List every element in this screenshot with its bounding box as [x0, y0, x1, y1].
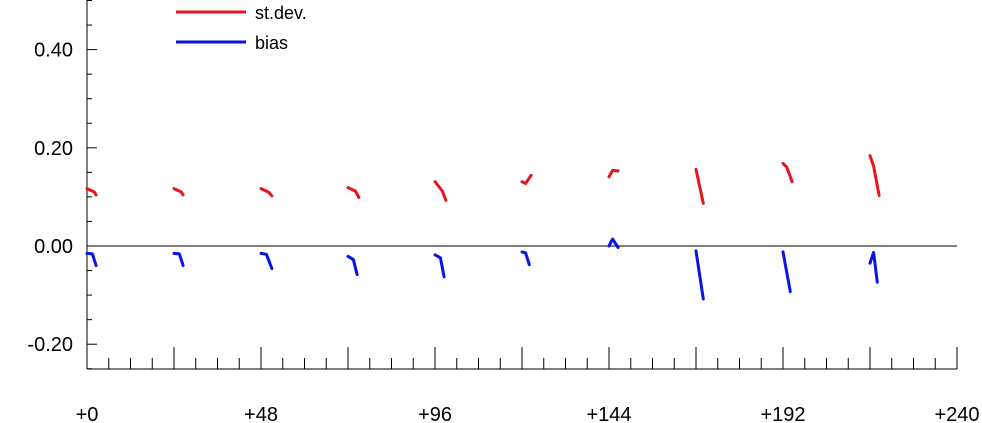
series-stdev-segment [433, 180, 448, 202]
series-stdev-segment [520, 173, 533, 186]
series-stdev-segment [259, 187, 274, 198]
series-stdev-segment [868, 154, 881, 197]
series-layer [85, 154, 881, 301]
y-tick-label: 0.20 [34, 138, 73, 160]
axes-layer: 0.40 0.20 0.00 -0.20 +0 +48 +96 +144 +192 +240 [27, 0, 980, 423]
legend: st.dev. bias [176, 3, 307, 53]
series-stdev-segment [85, 187, 98, 197]
series-bias-segment [346, 254, 359, 276]
series-bias-segment [85, 251, 98, 268]
series-stdev-segment [694, 167, 705, 205]
series-bias-segment [520, 250, 531, 267]
x-tick-label: +48 [244, 404, 278, 423]
y-tick-label: 0.40 [34, 40, 73, 62]
y-tick-label: 0.00 [34, 236, 73, 258]
legend-label-0: st.dev. [255, 3, 307, 23]
series-stdev-segment [172, 187, 185, 197]
x-tick-label: +0 [76, 404, 99, 423]
x-tick-label: +240 [934, 404, 979, 423]
x-tick-label: +192 [760, 404, 805, 423]
series-bias-segment [868, 250, 879, 284]
legend-label-1: bias [255, 33, 288, 53]
x-tick-label: +144 [586, 404, 631, 423]
series-bias-segment [259, 251, 274, 271]
y-tick-label: -0.20 [27, 334, 73, 356]
series-bias-segment [694, 249, 705, 301]
series-bias-segment [781, 250, 792, 294]
series-bias-segment [433, 253, 446, 279]
series-bias-segment [607, 237, 620, 249]
series-stdev-segment [346, 186, 361, 199]
x-tick-label: +96 [418, 404, 452, 423]
series-stdev-segment [607, 168, 620, 179]
series-stdev-segment [781, 162, 794, 184]
series-bias-segment [172, 251, 185, 268]
